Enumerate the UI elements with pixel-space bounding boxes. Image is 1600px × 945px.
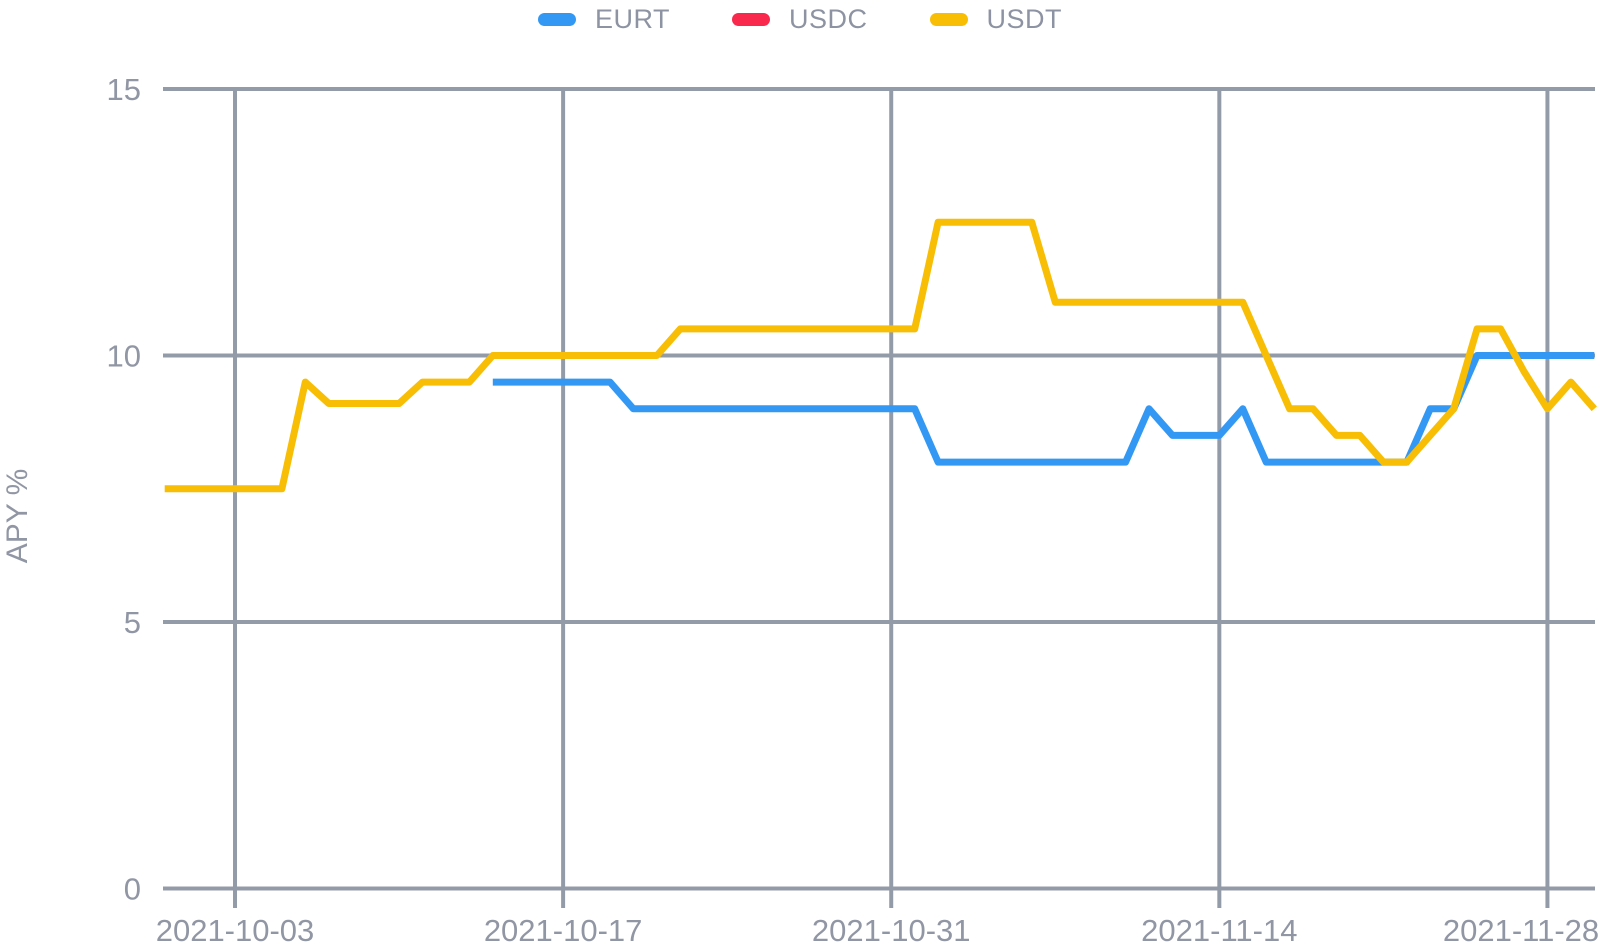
x-tick-label: 2021-10-17 (484, 913, 643, 945)
series-line-usdt (164, 218, 1597, 493)
usdc-legend-swatch (732, 13, 770, 26)
eurt-legend-label: EURT (594, 4, 670, 34)
y-tick-label: 5 (124, 605, 141, 640)
x-tick-label: 2021-11-28 (1443, 913, 1599, 945)
usdt-legend-swatch (929, 13, 968, 26)
usdc-legend-label: USDC (789, 4, 868, 34)
y-gridlines (163, 87, 1595, 891)
legend-item-usdc[interactable]: USDC (732, 4, 868, 35)
y-tick-label: 0 (124, 872, 141, 907)
y-tick-label: 10 (107, 339, 141, 374)
x-tick-labels: 2021-10-03 2021-10-17 2021-10-31 2021-11-14… (156, 913, 1599, 945)
legend-item-eurt[interactable]: EURT (537, 4, 670, 35)
series-line-eurt (492, 352, 1595, 466)
x-tick-label: 2021-10-03 (156, 913, 315, 945)
usdt-legend-label: USDT (986, 4, 1063, 34)
x-tick-label: 2021-11-14 (1141, 913, 1297, 945)
legend-item-usdt[interactable]: USDT (929, 4, 1063, 35)
eurt-legend-swatch (537, 13, 576, 26)
x-tick-label: 2021-10-31 (812, 913, 971, 945)
y-tick-labels: 0 5 10 15 (107, 72, 141, 907)
y-tick-label: 15 (107, 72, 141, 107)
x-gridlines (233, 89, 1550, 908)
chart-legend: EURT USDC USDT (0, 4, 1600, 35)
